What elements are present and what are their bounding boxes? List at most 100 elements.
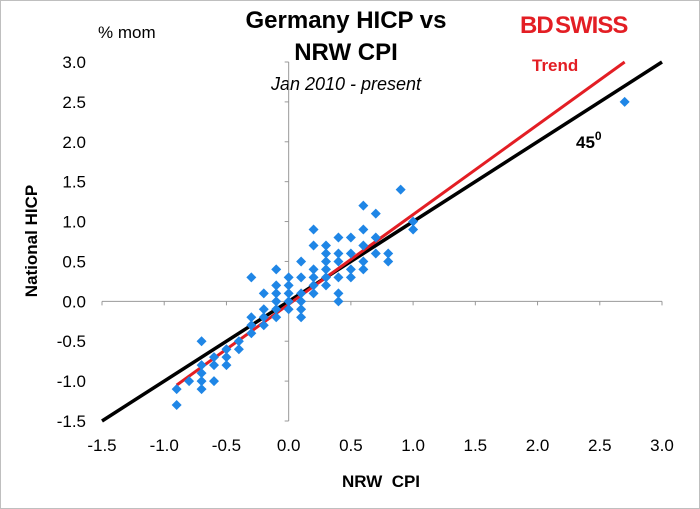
x-tick-label: 0.5 — [339, 436, 363, 455]
logo-text-bd: BD — [520, 12, 553, 39]
data-point — [209, 360, 219, 371]
data-point — [258, 304, 269, 315]
data-point — [171, 400, 182, 411]
trend-line-label: Trend — [532, 56, 578, 75]
data-point — [271, 280, 282, 291]
y-tick-label: -1.0 — [57, 372, 86, 391]
data-point — [271, 288, 282, 299]
data-point — [209, 352, 219, 363]
x-tick-label: 3.0 — [650, 436, 674, 455]
data-point — [283, 280, 294, 291]
x-tick-label: 1.5 — [464, 436, 488, 455]
data-point — [308, 272, 319, 283]
data-point — [321, 280, 331, 291]
data-point — [196, 336, 207, 347]
y-tick-label: 0.0 — [62, 292, 86, 311]
data-point — [321, 264, 331, 275]
data-point — [308, 240, 319, 251]
reference-45-degree-line — [101, 60, 663, 423]
data-point — [296, 296, 307, 307]
data-point — [271, 304, 282, 315]
data-point — [271, 312, 282, 323]
data-point — [321, 240, 331, 251]
data-point — [258, 320, 269, 331]
data-point — [196, 376, 207, 387]
reference-label-superscript: 0 — [595, 129, 602, 143]
data-point — [233, 336, 244, 347]
trend-line — [175, 60, 626, 387]
data-point — [221, 360, 232, 371]
data-point — [308, 264, 319, 275]
x-tick-label: -1.0 — [150, 436, 179, 455]
data-point — [221, 344, 232, 355]
data-point — [171, 384, 182, 395]
chart-subtitle: Jan 2010 - present — [270, 74, 422, 94]
data-point — [283, 304, 294, 315]
x-tick-label: 2.0 — [526, 436, 550, 455]
data-point — [246, 328, 257, 339]
data-point — [370, 248, 381, 259]
data-point — [321, 248, 331, 259]
data-points — [171, 96, 630, 411]
data-point — [333, 256, 344, 267]
data-point — [333, 288, 344, 299]
y-tick-label: -1.5 — [57, 412, 86, 431]
data-point — [408, 224, 419, 235]
data-point — [383, 256, 394, 267]
data-point — [358, 224, 369, 235]
data-point — [246, 320, 257, 331]
data-point — [333, 248, 344, 259]
data-point — [345, 248, 356, 259]
data-point — [283, 272, 294, 283]
data-point — [296, 272, 307, 283]
data-point — [184, 376, 195, 387]
data-point — [619, 96, 630, 107]
data-point — [233, 344, 244, 355]
bdswiss-logo: BD SWISS — [520, 12, 629, 39]
data-point — [308, 224, 319, 235]
data-point — [358, 240, 369, 251]
y-unit-label: % mom — [98, 23, 156, 42]
axes — [101, 61, 663, 422]
y-tick-label: -0.5 — [57, 332, 86, 351]
data-point — [370, 208, 381, 219]
y-tick-label: 1.0 — [62, 213, 86, 232]
y-axis-title: National HICP — [22, 185, 41, 297]
data-point — [345, 264, 356, 275]
data-point — [283, 288, 294, 299]
data-point — [271, 264, 282, 275]
chart-title-line2: NRW CPI — [294, 39, 398, 66]
y-tick-label: 2.5 — [62, 93, 86, 112]
x-tick-labels: -1.5 -1.0 -0.5 0.0 0.5 1.0 1.5 2.0 2.5 3.0 — [87, 436, 673, 455]
data-point — [408, 216, 419, 227]
chart-title-line1: Germany HICP vs — [246, 7, 447, 34]
data-point — [333, 232, 344, 243]
data-point — [358, 264, 369, 275]
x-tick-label: 1.0 — [401, 436, 425, 455]
data-point — [221, 352, 232, 363]
data-point — [358, 200, 369, 211]
x-tick-label: -0.5 — [212, 436, 241, 455]
data-point — [246, 272, 257, 283]
data-point — [196, 368, 207, 379]
data-point — [345, 272, 356, 283]
data-point — [283, 296, 294, 307]
data-point — [296, 304, 307, 315]
data-point — [196, 360, 207, 371]
data-point — [321, 256, 331, 267]
x-tick-label: 2.5 — [588, 436, 612, 455]
data-point — [308, 280, 319, 291]
data-point — [196, 384, 207, 395]
y-tick-label: 3.0 — [62, 53, 86, 72]
data-point — [296, 288, 307, 299]
data-point — [345, 232, 356, 243]
data-point — [258, 288, 269, 299]
reference-label-base: 45 — [576, 133, 595, 152]
data-point — [246, 312, 257, 323]
reference-line-label: 450 — [576, 129, 602, 152]
y-tick-label: 1.5 — [62, 173, 86, 192]
data-point — [321, 272, 331, 283]
data-point — [333, 272, 344, 283]
data-point — [395, 184, 406, 195]
